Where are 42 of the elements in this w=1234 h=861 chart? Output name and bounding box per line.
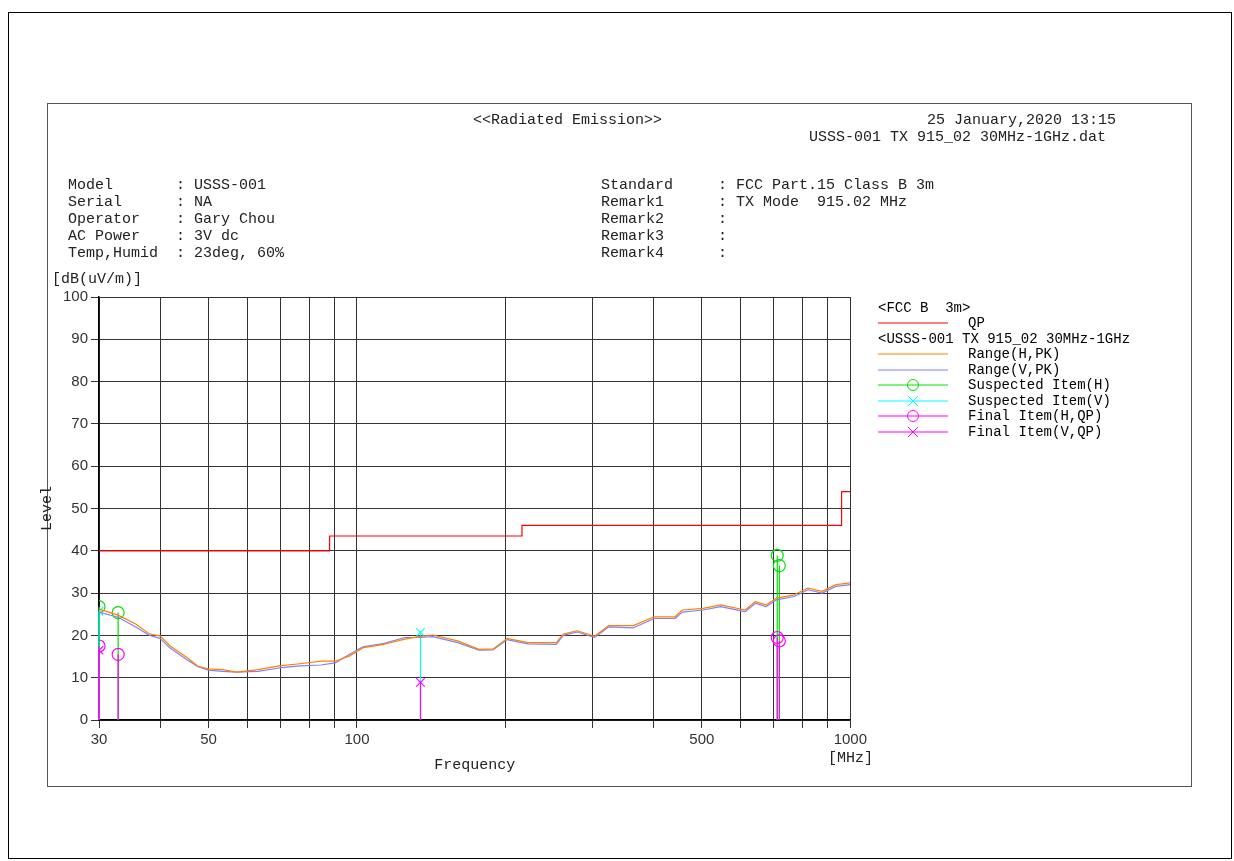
x-tick-label: 100 [344,730,370,748]
text: Model : USSS-001 [68,177,267,194]
text: Operator : Gary Chou [68,211,276,228]
legend-label: Suspected Item(H) [968,377,1111,394]
legend-label: Final Item(V,QP) [968,423,1103,440]
chart-title: <<Radiated Emission>> [473,112,663,129]
text: Remark4 : [601,245,728,262]
text: Serial : NA [68,194,213,211]
legend-label: Suspected Item(V) [968,392,1111,409]
y-tick-label: 10 [71,667,89,685]
y-tick-label: 50 [71,498,89,516]
legend-label: Final Item(H,QP) [968,408,1103,425]
legend-label: Range(V,PK) [968,361,1061,378]
y-tick-label: 40 [71,540,89,558]
y-tick-label: 100 [63,287,89,305]
y-tick-label: 90 [71,329,89,347]
text: Temp,Humid : 23deg, 60% [68,245,285,262]
x-tick-label: 1000 [833,730,867,748]
text: [MHz] [828,750,874,767]
y-tick-label: 20 [71,625,89,643]
x-tick-label: 30 [90,730,108,748]
text: USSS-001 TX 915_02 30MHz-1GHz.dat [808,129,1106,146]
text: Remark1 : TX Mode 915.02 MHz [601,194,908,211]
y-tick-label: 30 [71,583,89,601]
y-tick-label: 70 [71,414,89,432]
y-tick-label: 0 [79,710,89,728]
text: 25 January,2020 13:15 [926,112,1116,129]
text: Standard : FCC Part.15 Class B 3m [601,177,935,194]
text: [dB(uV/m)] [52,271,143,288]
x-axis-title: Frequency [434,756,516,774]
legend-label: Range(H,PK) [968,346,1061,363]
y-tick-label: 60 [71,456,89,474]
y-axis-title: Level [38,485,56,532]
text: AC Power : 3V dc [68,228,240,245]
text: Remark2 : [601,211,728,228]
y-tick-label: 80 [71,371,89,389]
legend-label: QP [968,315,985,332]
text: <USSS-001 TX 915_02 30MHz-1GHz [878,330,1131,347]
x-tick-label: 50 [200,730,217,748]
x-tick-label: 500 [689,730,715,748]
text: <FCC B 3m> [878,299,972,316]
text: Remark3 : [601,228,728,245]
